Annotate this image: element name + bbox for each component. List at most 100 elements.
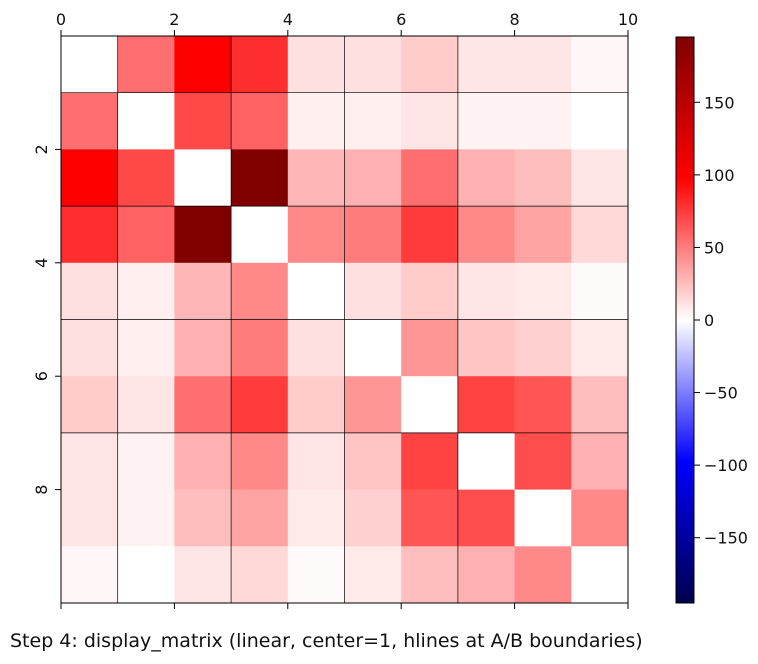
heatmap-cell [457,262,515,320]
heatmap-cell [117,376,175,434]
heatmap-cell [117,489,175,547]
heatmap-cell [514,36,572,93]
x-tick-label: 6 [396,10,406,29]
heatmap-cell [401,149,459,207]
heatmap-cell [401,489,459,547]
heatmap-cell [457,489,515,547]
heatmap-cell [117,36,175,93]
heatmap-cell [401,92,459,150]
heatmap-cell [514,489,572,547]
heatmap-cell [61,36,118,93]
heatmap-cell [287,36,345,93]
heatmap-cell [174,262,232,320]
heatmap-cell [571,92,629,150]
heatmap-cell [174,546,232,604]
y-tick-label: 2 [32,144,51,154]
heatmap-cell [571,36,629,93]
heatmap-cell [457,149,515,207]
colorbar-ticks: 150 100 50 0 −50 −100 −150 [694,93,748,548]
colorbar-tick-label: −50 [704,384,738,403]
heatmap-cell [344,546,402,604]
heatmap-cell [231,376,289,434]
heatmap-cell [117,262,175,320]
heatmap-cell [514,376,572,434]
heatmap-cell [457,376,515,434]
heatmap-cell [571,319,629,377]
heatmap-cell [117,206,175,264]
heatmap-cell [287,546,345,604]
x-tick-label: 2 [169,10,179,29]
heatmap-cell [287,319,345,377]
heatmap-cell [287,376,345,434]
heatmap-cell [231,262,289,320]
heatmap-cell [457,546,515,604]
heatmap-cell [457,92,515,150]
plot-frame [60,35,629,604]
heatmap-cell [287,149,345,207]
heatmap-cell [344,489,402,547]
y-tick-label: 6 [32,371,51,381]
heatmap-cell [231,319,289,377]
heatmap-cell [174,92,232,150]
heatmap-cell [571,489,629,547]
heatmap-cell [344,262,402,320]
heatmap-cell [514,206,572,264]
x-tick-label: 10 [618,10,638,29]
heatmap-cell [231,36,289,93]
colorbar-tick-label: 150 [704,93,735,112]
heatmap-cell [231,546,289,604]
heatmap-cell [174,432,232,490]
heatmap-cell [344,92,402,150]
heatmap-cell [514,149,572,207]
heatmap-cell [117,149,175,207]
heatmap-cell [401,319,459,377]
heatmap-cell [287,432,345,490]
colorbar [675,36,695,604]
heatmap-cell [401,206,459,264]
x-tick-label: 8 [510,10,520,29]
heatmap-cell [401,546,459,604]
heatmap-cell [514,546,572,604]
x-tick-label: 0 [56,10,66,29]
heatmap-cell [457,432,515,490]
heatmap-cell [117,319,175,377]
heatmap-cell [344,319,402,377]
heatmap-cell [117,92,175,150]
heatmap-cell [457,206,515,264]
heatmap-cell [117,432,175,490]
heatmap-cell [174,319,232,377]
heatmap-cell [514,432,572,490]
heatmap-cell [344,36,402,93]
heatmap-cell [344,376,402,434]
heatmap-cell [231,92,289,150]
heatmap-cell [174,36,232,93]
heatmap-cell [174,489,232,547]
heatmap-cells [61,36,629,604]
heatmap-cell [174,206,232,264]
heatmap-cell [401,36,459,93]
heatmap-cell [231,206,289,264]
heatmap-cell [571,206,629,264]
heatmap-cell [401,432,459,490]
heatmap-cell [287,489,345,547]
colorbar-tick-label: −100 [704,456,748,475]
heatmap-cell [344,149,402,207]
heatmap-cell [61,376,118,434]
heatmap-cell [571,262,629,320]
heatmap-cell [61,92,118,150]
heatmap-cell [514,319,572,377]
heatmap-cell [344,206,402,264]
heatmap-cell [457,319,515,377]
colorbar-tick-label: 50 [704,238,724,257]
heatmap-cell [231,489,289,547]
y-tick-label: 4 [32,258,51,268]
heatmap-cell [174,376,232,434]
heatmap-cell [61,489,118,547]
x-tick-label: 4 [283,10,293,29]
colorbar-tick-label: −150 [704,529,748,548]
heatmap-cell [457,36,515,93]
y-axis: 2 4 6 8 [32,144,61,495]
heatmap-cell [514,92,572,150]
heatmap-cell [514,262,572,320]
